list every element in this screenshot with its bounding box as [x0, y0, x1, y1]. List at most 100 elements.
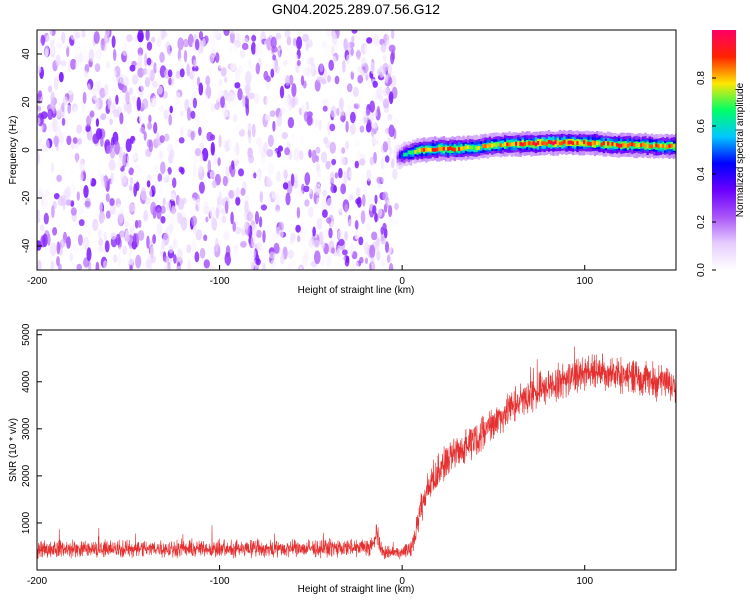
ridge-cell [477, 146, 481, 150]
noise-cell [388, 124, 395, 138]
noise-cell [113, 48, 117, 61]
noise-cell [389, 146, 393, 156]
noise-cell [105, 210, 111, 219]
noise-cell [245, 85, 250, 99]
noise-cell [326, 197, 334, 210]
noise-cell [114, 38, 119, 53]
noise-cell [376, 176, 383, 184]
noise-cell [146, 187, 153, 200]
ridge-cell [425, 148, 428, 152]
noise-cell [43, 212, 49, 225]
noise-cell [172, 214, 178, 228]
noise-cell [77, 43, 84, 54]
noise-cell [144, 197, 151, 205]
noise-cell [189, 197, 196, 205]
noise-cell [230, 211, 234, 225]
ridge-cell [571, 141, 575, 145]
noise-cell [56, 42, 63, 49]
noise-cell [235, 142, 240, 156]
noise-cell [248, 130, 252, 144]
noise-cell [225, 165, 231, 177]
noise-cell [342, 59, 346, 73]
ridge-cell [639, 143, 643, 148]
noise-cell [371, 231, 378, 241]
noise-cell [218, 190, 222, 205]
ridge-cell [488, 143, 492, 147]
noise-cell [64, 175, 70, 190]
noise-cell [132, 140, 137, 151]
noise-cell [365, 108, 370, 117]
noise-cell [348, 218, 353, 225]
noise-cell [204, 94, 209, 103]
noise-cell [220, 67, 227, 77]
noise-cell [223, 230, 230, 241]
ridge-cell [611, 142, 614, 146]
noise-cell [124, 90, 130, 104]
ridge-cell [591, 141, 595, 145]
ridge-cell [519, 142, 522, 146]
noise-cell [76, 124, 83, 134]
noise-cell [186, 63, 190, 77]
noise-cell [262, 156, 267, 169]
noise-cell [129, 265, 133, 270]
noise-cell [189, 154, 196, 166]
noise-cell [100, 136, 104, 147]
noise-cell [287, 117, 295, 129]
noise-cell [60, 208, 65, 217]
noise-cell [157, 173, 163, 182]
ridge-cell [578, 140, 581, 145]
y-tick-label: 0 [21, 147, 32, 153]
noise-cell [190, 208, 195, 216]
noise-cell [61, 57, 67, 72]
noise-cell [67, 87, 73, 96]
noise-cell [301, 254, 308, 267]
noise-cell [329, 123, 336, 132]
colorbar-tick-label: 0.8 [696, 71, 707, 85]
ridge-cell [593, 141, 597, 145]
noise-cell [205, 216, 209, 223]
noise-cell [308, 149, 312, 159]
noise-cell [277, 145, 283, 152]
snr-y-ticks: 5000 4000 3000 2000 1000 [21, 323, 42, 534]
noise-cell [354, 261, 359, 270]
noise-cell [278, 183, 285, 194]
noise-cell [295, 77, 302, 86]
noise-cell [149, 162, 156, 175]
noise-cell [103, 231, 107, 242]
noise-cell [174, 140, 180, 148]
noise-cell [385, 241, 389, 254]
noise-cell [345, 140, 350, 150]
noise-cell [197, 164, 203, 174]
noise-cell [73, 106, 78, 119]
noise-cell [50, 162, 55, 174]
noise-cell [147, 122, 153, 130]
noise-cell [194, 148, 202, 157]
noise-cell [328, 227, 333, 239]
noise-cell [224, 110, 231, 117]
noise-cell [153, 164, 159, 173]
ridge-cell [453, 147, 456, 152]
noise-cell [195, 38, 200, 51]
noise-cell [126, 257, 134, 265]
noise-cell [375, 238, 380, 251]
ridge-cell [646, 144, 649, 149]
noise-cell [355, 96, 359, 105]
ridge-cell [440, 146, 443, 151]
noise-cell [217, 157, 221, 167]
noise-cell [270, 36, 277, 49]
noise-cell [274, 97, 278, 111]
noise-cell [303, 185, 310, 193]
noise-cell [186, 244, 192, 254]
noise-cell [176, 174, 184, 186]
noise-cell [175, 113, 182, 121]
noise-cell [285, 192, 291, 206]
noise-cell [334, 75, 340, 85]
noise-cell [86, 174, 92, 186]
noise-cell [245, 103, 250, 116]
x-tick-label: -100 [210, 576, 230, 587]
noise-cell [271, 232, 278, 243]
noise-cell [87, 83, 91, 95]
noise-cell [367, 185, 374, 199]
noise-cell [331, 247, 335, 254]
noise-cell [232, 114, 238, 123]
